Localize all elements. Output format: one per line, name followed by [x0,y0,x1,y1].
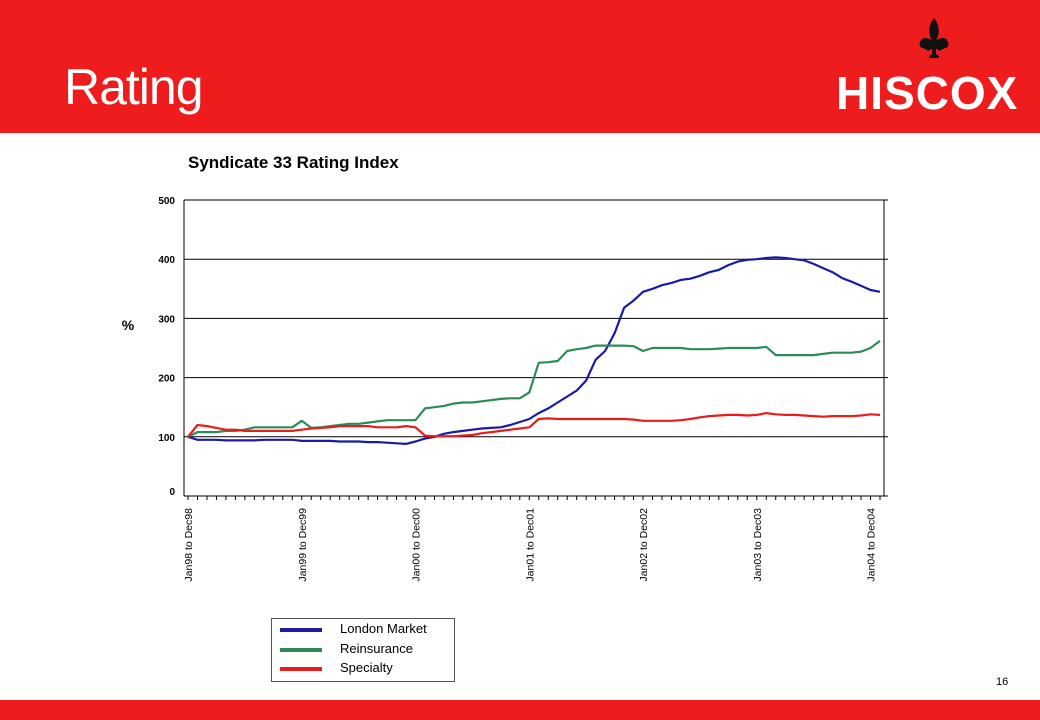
y-axis-label: % [122,317,135,333]
series-line-specialty [187,412,881,438]
y-tick-label: 200 [158,374,175,385]
rating-index-chart: Syndicate 33 Rating Index % 0 100 200 300 40… [122,153,888,582]
legend-swatch [280,667,322,671]
x-tick-label: Jan03 to Dec03 [752,508,764,582]
header-banner: Rating HISCOX [0,0,1040,133]
x-tick-labels: Jan98 to Dec98 Jan99 to Dec99 Jan00 to Dec… [183,508,878,582]
y-tick-label: 0 [169,487,175,498]
x-tick-label: Jan01 to Dec01 [524,508,536,582]
y-tick-label: 300 [158,314,175,325]
hiscox-logo: HISCOX [836,16,1026,119]
legend-label: Specialty [340,660,393,675]
legend-item-reinsurance: Reinsurance [278,640,454,659]
x-tick-label: Jan02 to Dec02 [638,508,650,582]
page-title: Rating [64,59,204,115]
chart-legend: London Market Reinsurance Specialty [271,618,455,682]
page-number: 16 [996,676,1009,688]
y-tick-label: 100 [158,433,175,444]
series-line-london-market [187,256,881,445]
x-tick-label: Jan00 to Dec00 [411,508,423,582]
y-tick-label: 500 [158,196,175,207]
legend-item-london-market: London Market [278,620,454,639]
footer-bar [0,700,1040,720]
grid-lines [184,199,884,438]
chart-axes [183,199,888,500]
legend-item-specialty: Specialty [278,659,454,678]
chart-title: Syndicate 33 Rating Index [188,153,399,172]
x-tick-label: Jan98 to Dec98 [183,508,195,582]
series-lines [187,256,881,445]
legend-label: Reinsurance [340,641,413,656]
fleur-de-lis-icon [919,18,949,58]
series-line-reinsurance [187,340,881,438]
logo-wordmark: HISCOX [836,67,1019,119]
y-tick-labels: 0 100 200 300 400 500 [158,196,175,498]
legend-swatch [280,628,322,632]
x-tick-label: Jan99 to Dec99 [297,508,309,582]
legend-swatch [280,648,322,652]
legend-label: London Market [340,621,427,636]
y-tick-label: 400 [158,255,175,266]
x-tick-label: Jan04 to Dec04 [866,508,878,582]
